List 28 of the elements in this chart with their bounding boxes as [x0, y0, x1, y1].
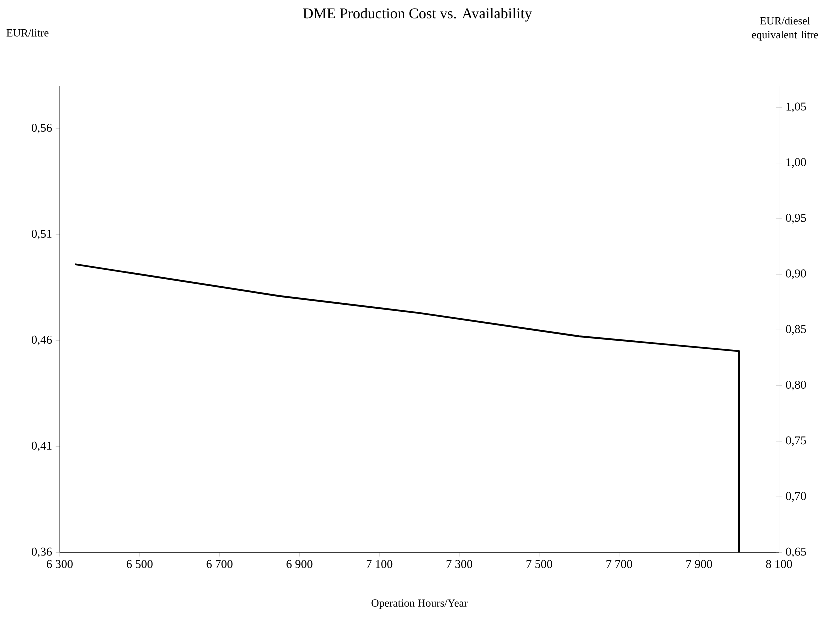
- y-axis-title: EUR/litre: [6, 28, 49, 37]
- y2-tick-label: 0,95: [786, 214, 806, 224]
- y2-tick-label: 0,85: [786, 325, 806, 335]
- y-tick-label: 0,56: [32, 124, 52, 134]
- x-tick-label: 7 500: [526, 560, 552, 568]
- x-tick-label: 7 700: [606, 560, 632, 568]
- x-axis-title: Operation Hours/Year: [372, 599, 468, 609]
- x-tick-label: 7 100: [366, 560, 393, 568]
- y2-tick-label: 0,70: [786, 492, 806, 502]
- x-tick-label: 6 700: [206, 560, 233, 568]
- x-tick-label: 6 900: [286, 560, 313, 568]
- y-tick-label: 0,46: [32, 336, 52, 346]
- x-tick-label: 6 300: [47, 560, 73, 568]
- y-tick-label: 0,36: [32, 548, 52, 558]
- y-tick-label: 0,51: [32, 230, 52, 240]
- y2-tick-label: 0,75: [786, 436, 806, 446]
- y-tick-label: 0,41: [32, 442, 52, 452]
- x-tick-label: 6 500: [126, 560, 153, 568]
- x-tick-label: 8 100: [766, 560, 792, 568]
- y2-tick-label: 0,90: [786, 269, 806, 280]
- y2-axis-title: EUR/diesel equivalent litre: [752, 16, 818, 41]
- y2-tick-label: 0,65: [786, 548, 806, 558]
- x-tick-label: 7 300: [446, 560, 473, 568]
- y2-tick-label: 1,05: [786, 102, 806, 112]
- y2-tick-label: 1,00: [786, 158, 806, 168]
- x-tick-label: 7 900: [686, 560, 712, 568]
- y2-tick-label: 0,80: [786, 380, 806, 391]
- chart-title: DME Production Cost vs. Availability: [303, 8, 532, 22]
